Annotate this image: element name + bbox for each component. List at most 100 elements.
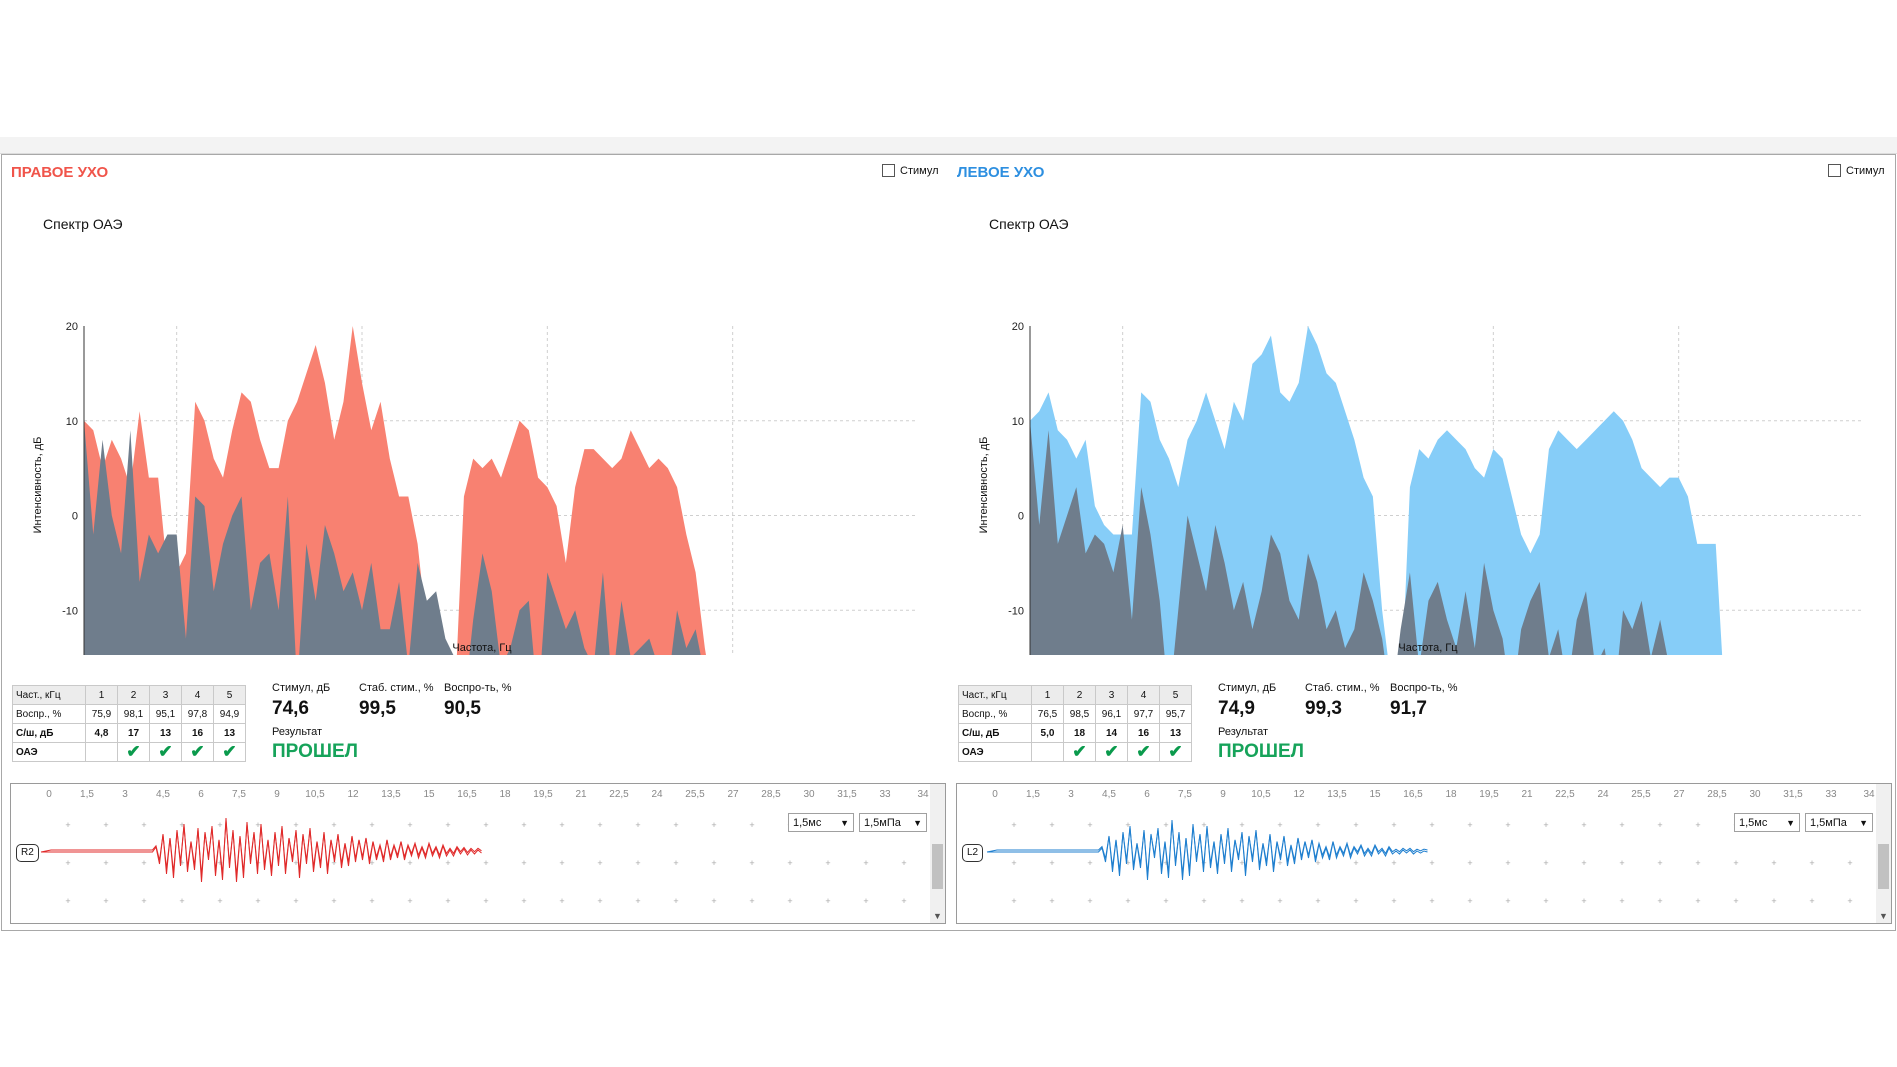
- grid-mark: +: [65, 858, 70, 868]
- checkbox-box[interactable]: [882, 164, 895, 177]
- grid-mark: +: [749, 896, 754, 906]
- time-scale-select[interactable]: 1,5мс ▼: [788, 813, 854, 832]
- result-label: Результат: [272, 726, 323, 738]
- vertical-scrollbar[interactable]: ▼: [1876, 784, 1891, 923]
- table-cell: 75,9: [85, 704, 118, 724]
- checkbox-box[interactable]: [1828, 164, 1841, 177]
- waveform-trace: [986, 822, 1428, 874]
- grid-mark: +: [1087, 896, 1092, 906]
- grid-mark: +: [1543, 858, 1548, 868]
- table-cell: 13: [149, 723, 182, 743]
- frequency-table: Част., кГц 1 2 3 4 5 Воспр., % 76,5 98,5…: [958, 685, 1192, 762]
- grid-mark: +: [483, 820, 488, 830]
- check-icon: ✔: [213, 742, 246, 762]
- grid-mark: +: [445, 896, 450, 906]
- reproducibility-value: 91,7: [1390, 698, 1427, 719]
- time-tick-label: 27: [727, 789, 739, 800]
- noise-area: [1030, 420, 1668, 655]
- check-icon: ✔: [1159, 742, 1192, 762]
- stimulus-label: Стимул: [900, 164, 939, 177]
- table-header-cell: 4: [1127, 685, 1160, 705]
- scroll-thumb[interactable]: [1878, 844, 1889, 889]
- ear-title: ЛЕВОЕ УХО: [957, 164, 1045, 181]
- grid-mark: +: [1277, 896, 1282, 906]
- grid-mark: +: [521, 820, 526, 830]
- time-tick-label: 28,5: [761, 789, 781, 800]
- grid-mark: +: [749, 858, 754, 868]
- grid-mark: +: [825, 858, 830, 868]
- time-tick-label: 31,5: [837, 789, 857, 800]
- result-value: ПРОШЕЛ: [1218, 741, 1304, 762]
- select-value: 1,5мс: [793, 816, 822, 829]
- top-toolbar-strip: [0, 137, 1897, 154]
- time-tick-label: 16,5: [457, 789, 477, 800]
- grid-mark: +: [65, 820, 70, 830]
- time-tick-label: 9: [274, 789, 280, 800]
- grid-mark: +: [1201, 820, 1206, 830]
- grid-mark: +: [673, 858, 678, 868]
- frequency-table: Част., кГц 1 2 3 4 5 Воспр., % 75,9 98,1…: [12, 685, 246, 762]
- grid-mark: +: [597, 896, 602, 906]
- amplitude-scale-select[interactable]: 1,5мПа ▼: [1805, 813, 1873, 832]
- stimulus-label: Стимул, дБ: [1218, 682, 1277, 694]
- waveform-trace: [40, 821, 482, 876]
- grid-mark: +: [445, 820, 450, 830]
- time-tick-label: 33: [879, 789, 891, 800]
- grid-mark: +: [1809, 858, 1814, 868]
- grid-mark: +: [179, 896, 184, 906]
- grid-mark: +: [1391, 896, 1396, 906]
- vertical-scrollbar[interactable]: ▼: [930, 784, 945, 923]
- grid-mark: +: [711, 820, 716, 830]
- grid-mark: +: [1163, 820, 1168, 830]
- chevron-down-icon: ▼: [1859, 817, 1868, 828]
- y-axis-label: Интенсивность, дБ: [32, 436, 44, 534]
- time-tick-label: 0: [46, 789, 52, 800]
- grid-mark: +: [521, 858, 526, 868]
- table-cell: 13: [213, 723, 246, 743]
- time-tick-label: 22,5: [609, 789, 629, 800]
- time-tick-label: 10,5: [305, 789, 325, 800]
- time-scale-select[interactable]: 1,5мс ▼: [1734, 813, 1800, 832]
- scroll-thumb[interactable]: [932, 844, 943, 889]
- grid-mark: +: [1695, 820, 1700, 830]
- table-cell: 95,1: [149, 704, 182, 724]
- grid-mark: +: [1619, 896, 1624, 906]
- grid-mark: +: [787, 858, 792, 868]
- grid-mark: +: [635, 820, 640, 830]
- grid-mark: +: [103, 820, 108, 830]
- grid-mark: +: [1809, 896, 1814, 906]
- time-tick-label: 34: [1863, 789, 1875, 800]
- time-tick-label: 4,5: [1102, 789, 1116, 800]
- table-cell: [1031, 742, 1064, 762]
- grid-mark: +: [1201, 896, 1206, 906]
- time-tick-label: 30: [1749, 789, 1761, 800]
- table-header-cell: 2: [1063, 685, 1096, 705]
- table-header-cell: 3: [149, 685, 182, 705]
- waveform-trace: [987, 819, 1428, 881]
- grid-mark: +: [1733, 896, 1738, 906]
- chevron-down-icon: ▼: [1786, 817, 1795, 828]
- grid-mark: +: [673, 896, 678, 906]
- check-icon: ✔: [1127, 742, 1160, 762]
- stimulus-checkbox[interactable]: Стимул: [1828, 164, 1885, 177]
- grid-mark: +: [1315, 896, 1320, 906]
- grid-mark: +: [597, 820, 602, 830]
- grid-mark: +: [1657, 896, 1662, 906]
- table-cell: [85, 742, 118, 762]
- grid-mark: +: [1847, 858, 1852, 868]
- table-cell: С/ш, дБ: [12, 723, 86, 743]
- grid-mark: +: [1847, 896, 1852, 906]
- grid-mark: +: [825, 896, 830, 906]
- scroll-down-icon[interactable]: ▼: [1879, 911, 1888, 921]
- grid-mark: +: [1353, 858, 1358, 868]
- stimulus-checkbox[interactable]: Стимул: [882, 164, 939, 177]
- chevron-down-icon: ▼: [840, 817, 849, 828]
- table-cell: 18: [1063, 723, 1096, 743]
- grid-mark: +: [1429, 858, 1434, 868]
- scroll-down-icon[interactable]: ▼: [933, 911, 942, 921]
- grid-mark: +: [1543, 896, 1548, 906]
- amplitude-scale-select[interactable]: 1,5мПа ▼: [859, 813, 927, 832]
- table-header-cell: 2: [117, 685, 150, 705]
- table-header-cell: 1: [1031, 685, 1064, 705]
- grid-mark: +: [1277, 820, 1282, 830]
